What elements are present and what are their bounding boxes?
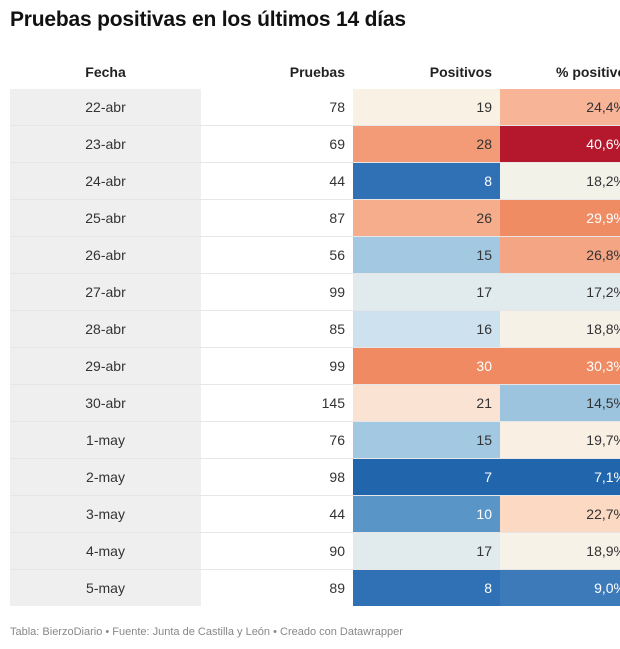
column-header-pct-positivo[interactable]: % positivo (555, 64, 620, 80)
cell-positivos: 8 (353, 569, 500, 606)
data-table-container: Fecha Pruebas Positivos % positivo 22-ab… (10, 55, 620, 606)
cell-positivos: 10 (353, 495, 500, 533)
cell-pct-positivo: 19,7% (500, 421, 620, 459)
cell-pruebas: 89 (201, 569, 353, 606)
cell-pruebas: 78 (329, 99, 345, 115)
cell-pct-positivo: 29,9% (500, 199, 620, 237)
table-body: 22-abr781924,4%23-abr692840,6%24-abr4481… (10, 89, 620, 606)
data-table: Fecha Pruebas Positivos % positivo 22-ab… (10, 55, 620, 606)
cell-pruebas: 98 (201, 458, 353, 496)
cell-positivos: 16 (353, 310, 500, 348)
cell-pct-positivo: 17,2% (500, 273, 620, 311)
cell-pct-positivo: 40,6% (500, 125, 620, 163)
cell-fecha: 24-abr (10, 162, 201, 200)
cell-pruebas: 44 (201, 495, 353, 533)
cell-pruebas: 145 (201, 384, 353, 422)
chart-title: Pruebas positivas en los últimos 14 días (10, 8, 406, 31)
cell-fecha: 25-abr (10, 199, 201, 237)
cell-positivos: 28 (353, 125, 500, 163)
table-header-row: Fecha Pruebas Positivos % positivo (10, 55, 620, 89)
column-header-fecha[interactable]: Fecha (85, 64, 126, 80)
cell-pct-positivo: 18,2% (500, 162, 620, 200)
cell-pct-positivo: 14,5% (500, 384, 620, 422)
cell-pruebas: 99 (201, 347, 353, 385)
cell-fecha: 22-abr (10, 89, 201, 126)
cell-fecha: 5-may (10, 569, 201, 606)
cell-positivos: 8 (353, 162, 500, 200)
cell-pruebas: 76 (201, 421, 353, 459)
cell-fecha: 26-abr (10, 236, 201, 274)
cell-positivos: 26 (353, 199, 500, 237)
source-footer: Tabla: BierzoDiario • Fuente: Junta de C… (10, 626, 403, 638)
cell-fecha: 28-abr (10, 310, 201, 348)
cell-pct-positivo: 7,1% (500, 458, 620, 496)
cell-pct-positivo: 30,3% (500, 347, 620, 385)
cell-positivos: 7 (353, 458, 500, 496)
column-header-positivos[interactable]: Positivos (429, 64, 492, 80)
cell-positivos: 21 (353, 384, 500, 422)
cell-positivos: 19 (353, 89, 500, 126)
cell-pct-positivo: 9,0% (500, 569, 620, 606)
cell-fecha: 29-abr (10, 347, 201, 385)
cell-fecha: 23-abr (10, 125, 201, 163)
cell-positivos: 30 (353, 347, 500, 385)
cell-positivos: 15 (353, 421, 500, 459)
cell-pruebas: 69 (201, 125, 353, 163)
column-header-pruebas[interactable]: Pruebas (289, 64, 345, 80)
cell-positivos: 17 (353, 273, 500, 311)
cell-pct-positivo: 18,8% (500, 310, 620, 348)
cell-fecha: 2-may (10, 458, 201, 496)
cell-positivos: 17 (353, 532, 500, 570)
cell-pct-positivo: 22,7% (500, 495, 620, 533)
cell-fecha: 4-may (10, 532, 201, 570)
cell-fecha: 3-may (10, 495, 201, 533)
cell-pruebas: 90 (201, 532, 353, 570)
cell-pruebas: 56 (201, 236, 353, 274)
cell-positivos: 15 (353, 236, 500, 274)
cell-fecha: 30-abr (10, 384, 201, 422)
cell-pct-positivo: 24,4% (500, 89, 620, 126)
cell-pruebas: 87 (201, 199, 353, 237)
cell-fecha: 1-may (10, 421, 201, 459)
cell-fecha: 27-abr (10, 273, 201, 311)
cell-pruebas: 99 (201, 273, 353, 311)
cell-pruebas: 44 (201, 162, 353, 200)
cell-pct-positivo: 26,8% (500, 236, 620, 274)
cell-pruebas: 85 (201, 310, 353, 348)
cell-pct-positivo: 18,9% (500, 532, 620, 570)
